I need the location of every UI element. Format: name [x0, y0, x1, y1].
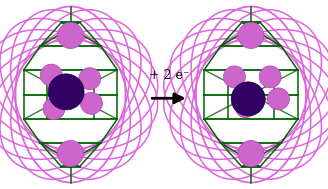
Circle shape: [57, 140, 84, 167]
Circle shape: [48, 74, 84, 110]
Circle shape: [236, 98, 256, 118]
Circle shape: [43, 98, 65, 120]
Circle shape: [79, 68, 101, 90]
Circle shape: [231, 82, 265, 116]
Circle shape: [57, 22, 84, 49]
Circle shape: [80, 92, 102, 114]
Circle shape: [223, 66, 245, 88]
Circle shape: [238, 140, 264, 167]
Circle shape: [267, 88, 289, 110]
Circle shape: [40, 64, 62, 86]
Circle shape: [259, 66, 281, 88]
Circle shape: [238, 22, 264, 49]
Text: + 2 e⁻: + 2 e⁻: [149, 69, 189, 82]
